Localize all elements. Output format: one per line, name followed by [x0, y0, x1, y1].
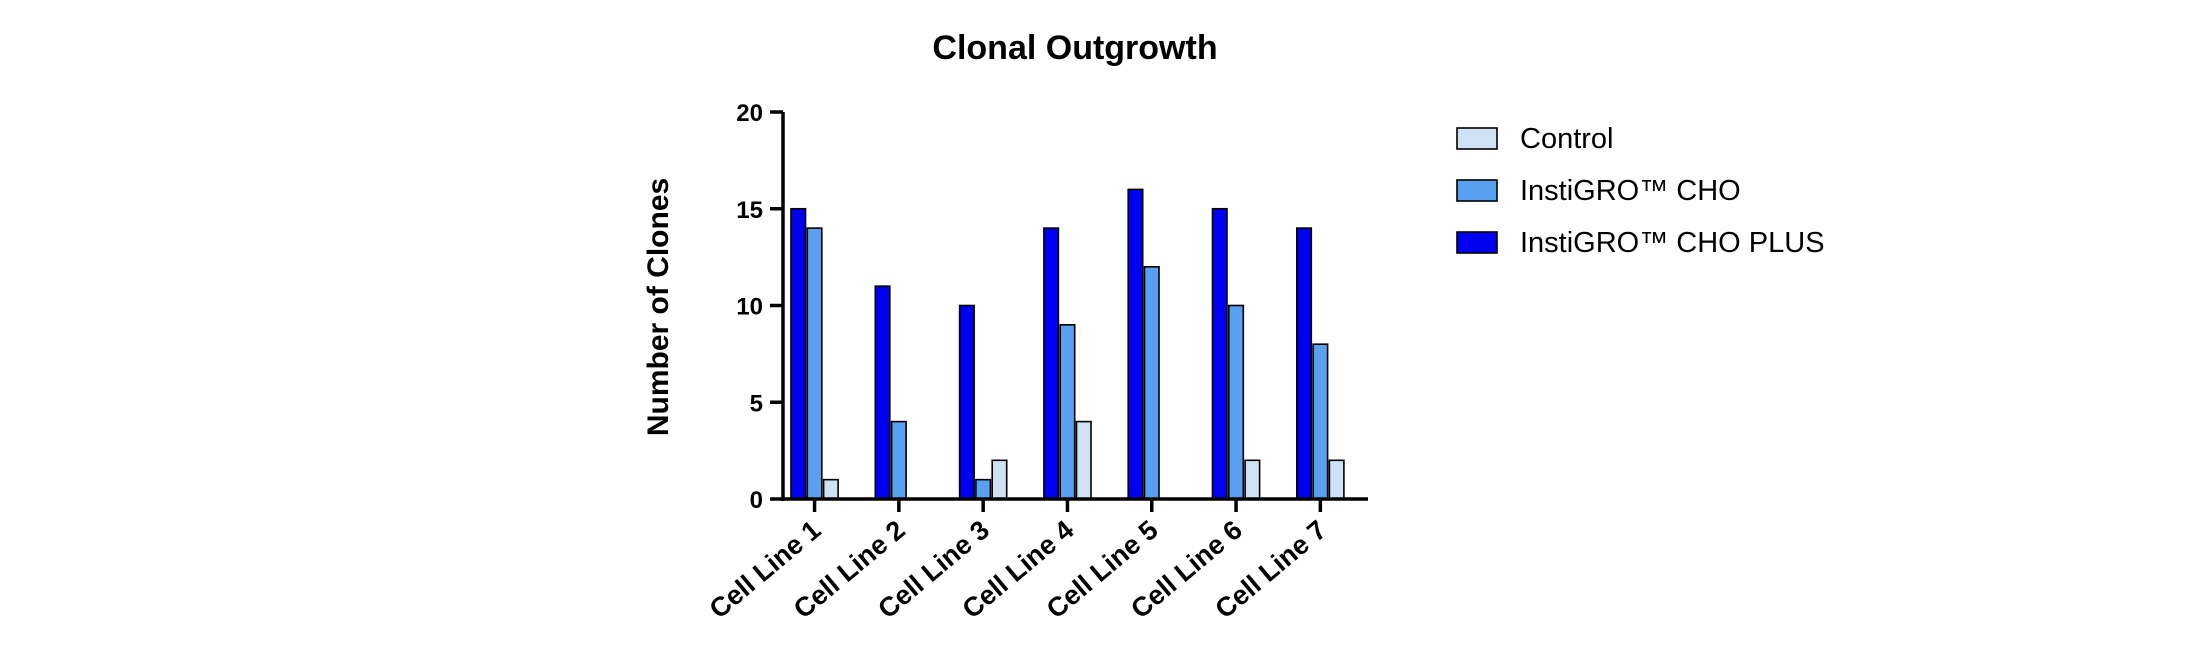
- bar: [1244, 459, 1261, 500]
- bar: [890, 420, 907, 500]
- bar: [991, 459, 1008, 500]
- bar: [1296, 227, 1313, 500]
- legend-label: InstiGRO™ CHO PLUS: [1520, 227, 1825, 259]
- bar: [975, 478, 992, 500]
- legend: Control InstiGRO™ CHO InstiGRO™ CHO PLUS: [1456, 123, 1825, 259]
- bar: [1143, 265, 1160, 500]
- bar: [874, 285, 891, 500]
- bar: [1075, 420, 1092, 500]
- legend-swatch: [1456, 179, 1498, 202]
- bar: [1043, 227, 1060, 500]
- bar: [1328, 459, 1345, 500]
- y-tick-label: 5: [750, 390, 763, 417]
- bar: [1127, 188, 1144, 500]
- y-tick-label: 20: [736, 100, 763, 127]
- bar: [806, 227, 823, 500]
- bar: [790, 207, 807, 500]
- y-axis-ticks: 0 5 10 15 20: [736, 100, 783, 514]
- y-tick-label: 10: [736, 294, 763, 321]
- legend-swatch: [1456, 231, 1498, 254]
- chart-title: Clonal Outgrowth: [932, 29, 1217, 67]
- legend-swatch: [1456, 127, 1498, 150]
- bar: [958, 304, 975, 500]
- legend-label: InstiGRO™ CHO: [1520, 175, 1741, 207]
- bar: [1059, 324, 1076, 500]
- y-axis-label: Number of Clones: [642, 178, 675, 436]
- bar: [1211, 207, 1228, 500]
- legend-label: Control: [1520, 123, 1614, 155]
- bars: [790, 188, 1345, 500]
- bar: [822, 478, 839, 500]
- y-tick-label: 0: [750, 487, 763, 514]
- y-tick-label: 15: [736, 197, 763, 224]
- bar: [1228, 304, 1245, 500]
- bar: [1312, 343, 1329, 500]
